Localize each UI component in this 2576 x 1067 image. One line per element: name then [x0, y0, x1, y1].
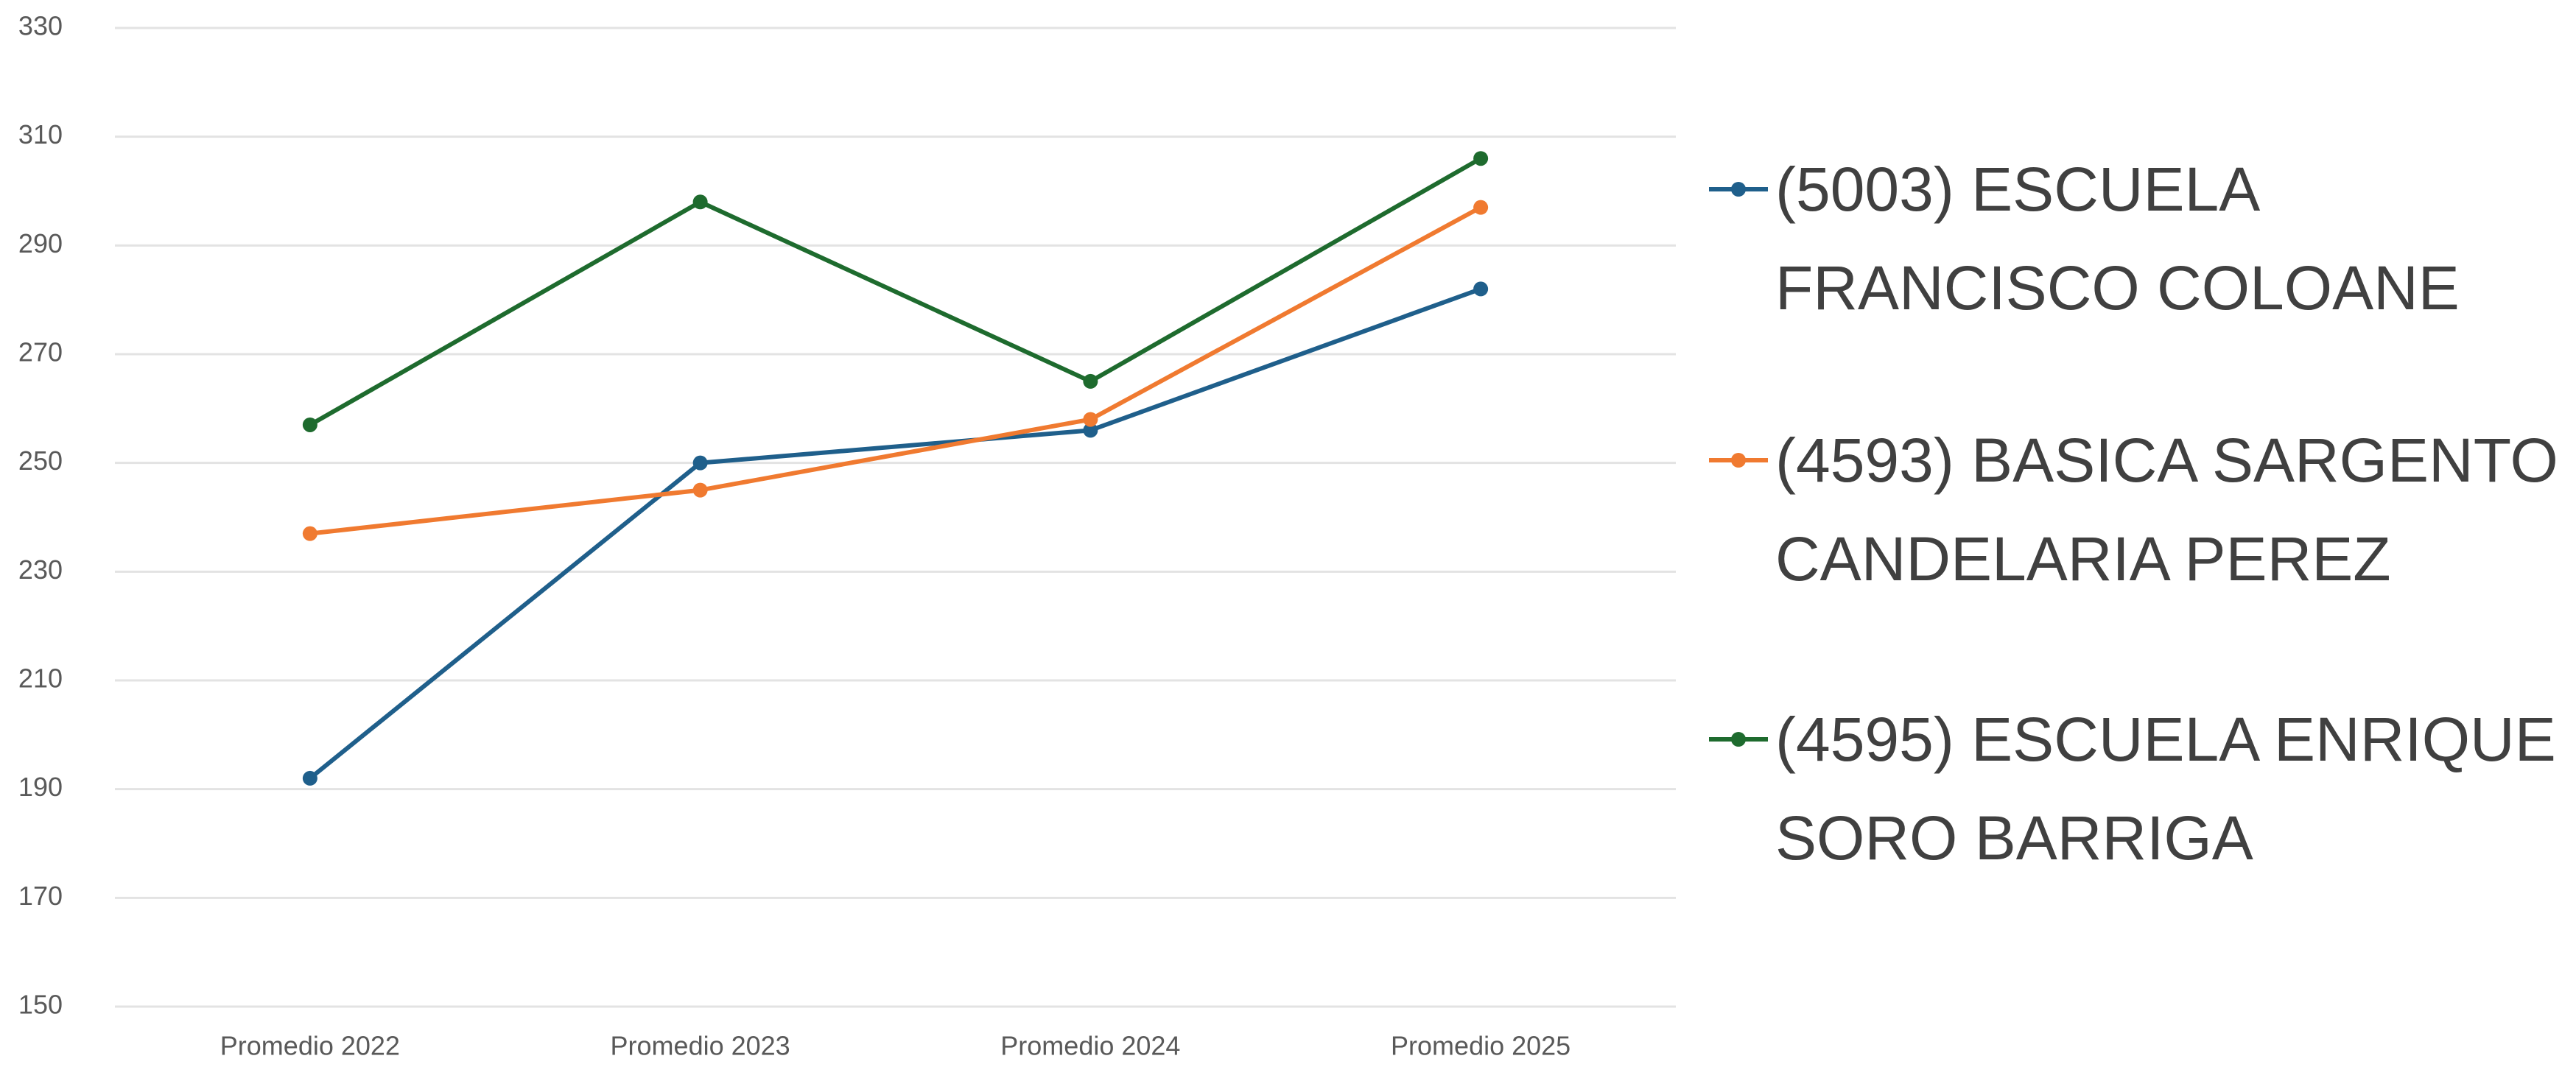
legend-item: (4593) BASICA SARGENTO CANDELARIA PEREZ [1709, 411, 2571, 608]
y-tick-label: 190 [18, 772, 63, 802]
y-tick-label: 210 [18, 663, 63, 694]
data-point [302, 417, 317, 432]
legend-item: (5003) ESCUELA FRANCISCO COLOANE [1709, 140, 2571, 337]
x-tick-label: Promedio 2025 [1391, 1031, 1570, 1061]
legend-marker [1731, 732, 1746, 747]
data-point [1083, 373, 1098, 389]
data-point [302, 770, 317, 786]
legend-swatch [1709, 182, 1768, 197]
y-tick-label: 170 [18, 881, 63, 911]
legend-label: (4595) ESCUELA ENRIQUE SORO BARRIGA [1775, 705, 2556, 873]
legend-swatch [1709, 453, 1768, 468]
x-tick-label: Promedio 2023 [611, 1031, 790, 1061]
data-point [692, 194, 708, 210]
data-point [1083, 423, 1098, 438]
y-tick-label: 290 [18, 228, 63, 258]
y-tick-label: 310 [18, 119, 63, 149]
series-line [308, 286, 1482, 781]
data-point [1473, 200, 1489, 215]
y-tick-label: 250 [18, 446, 63, 476]
data-point [692, 455, 708, 471]
legend-label: (5003) ESCUELA FRANCISCO COLOANE [1775, 155, 2460, 323]
legend-label: (4593) BASICA SARGENTO CANDELARIA PEREZ [1775, 426, 2558, 594]
legend-marker [1731, 453, 1746, 468]
legend-marker [1731, 182, 1746, 197]
data-point [302, 526, 317, 541]
y-tick-label: 270 [18, 337, 63, 367]
y-tick-label: 330 [18, 11, 63, 41]
y-tick-label: 230 [18, 554, 63, 585]
y-tick-label: 150 [18, 990, 63, 1020]
x-tick-label: Promedio 2022 [220, 1031, 400, 1061]
series-line [309, 156, 1482, 427]
legend-swatch [1709, 732, 1768, 747]
data-point [1473, 151, 1489, 166]
data-point [1083, 412, 1098, 427]
x-tick-label: Promedio 2024 [1000, 1031, 1180, 1061]
series-line [309, 205, 1482, 536]
legend-item: (4595) ESCUELA ENRIQUE SORO BARRIGA [1709, 690, 2571, 887]
data-point [692, 482, 708, 498]
data-point [1473, 281, 1489, 297]
